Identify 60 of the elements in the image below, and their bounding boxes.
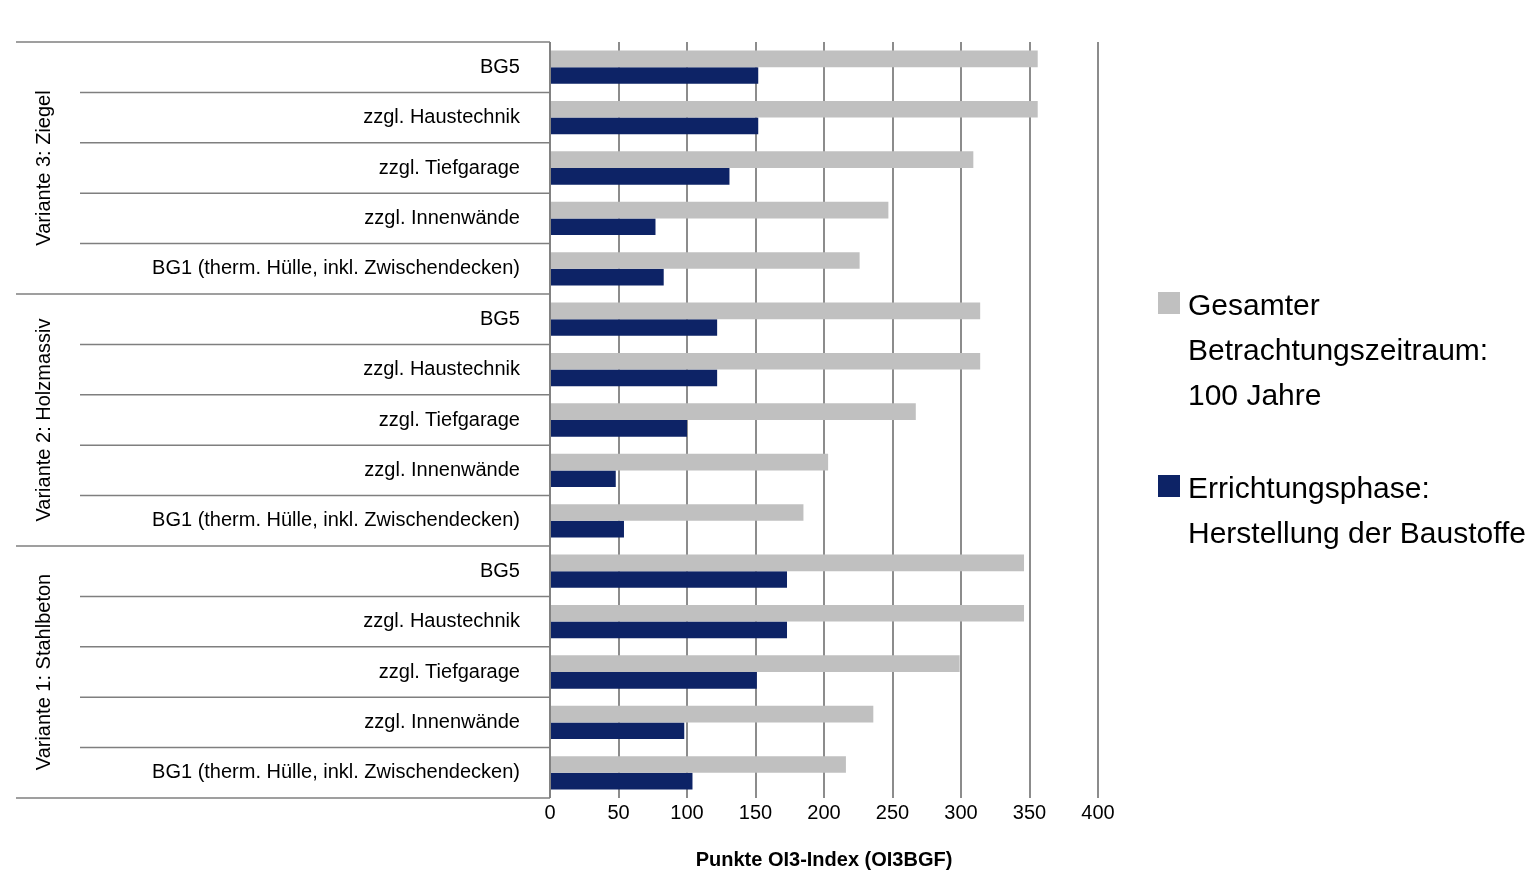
bar [551, 672, 757, 689]
y-tick-label: BG1 (therm. Hülle, inkl. Zwischendecken) [152, 760, 520, 783]
x-tick-label: 350 [1012, 800, 1047, 823]
x-tick-label: 250 [875, 800, 910, 823]
bar [551, 756, 846, 773]
y-tick-label: zzgl. Innenwände [364, 709, 520, 732]
bar [551, 554, 1025, 572]
bar [551, 403, 916, 420]
x-tick-label: 50 [607, 800, 630, 823]
bar [551, 201, 889, 219]
bar [551, 453, 829, 471]
y-tick-label: zzgl. Tiefgarage [378, 407, 520, 430]
x-tick-label: 0 [544, 800, 556, 823]
x-tick-label: 150 [738, 800, 773, 823]
bar [551, 352, 981, 370]
bar [551, 218, 656, 236]
y-tick-label: BG5 [479, 306, 520, 329]
x-tick-label: 200 [807, 800, 841, 823]
bar [551, 655, 960, 672]
y-tick-label: zzgl. Tiefgarage [378, 155, 520, 178]
legend-label: Gesamter Betrachtungszeitraum: 100 Jahre [1188, 286, 1490, 413]
bar [551, 604, 1025, 622]
text: Variante 1: Stahlbeton [31, 573, 54, 771]
y-tick-label: zzgl. Haustechnik [363, 105, 521, 128]
bar [551, 571, 788, 588]
x-axis-title: Punkte OI3-Index (OI3BGF) [695, 847, 953, 870]
bar [551, 50, 1038, 68]
bar [551, 504, 804, 521]
y-tick-label: zzgl. Innenwände [364, 205, 520, 228]
y-tick-label: BG5 [479, 558, 520, 581]
x-tick-label: 100 [670, 800, 704, 823]
bar [551, 319, 718, 336]
bar [551, 621, 788, 639]
bar [551, 520, 624, 538]
bar [551, 67, 759, 84]
bar [551, 302, 981, 320]
y-tick-label: zzgl. Haustechnik [363, 357, 521, 380]
bar [551, 268, 664, 286]
y-tick-label: zzgl. Tiefgarage [378, 659, 520, 682]
bar [551, 705, 874, 723]
bar [551, 420, 687, 437]
bar [551, 369, 718, 387]
y-tick-label: zzgl. Haustechnik [363, 609, 521, 632]
y-tick-label: BG5 [479, 54, 520, 77]
y-tick-label: BG1 (therm. Hülle, inkl. Zwischendecken) [152, 508, 520, 531]
bar [551, 168, 730, 185]
y-tick-label: zzgl. Innenwände [364, 457, 520, 480]
bar [551, 470, 616, 488]
text: Variante 3: Ziegel [31, 90, 54, 246]
x-tick-label: 400 [1081, 800, 1115, 823]
y-tick-label: BG1 (therm. Hülle, inkl. Zwischendecken) [152, 256, 520, 279]
bar [551, 100, 1038, 118]
x-tick-label: 300 [944, 800, 978, 823]
bar [551, 252, 860, 269]
bar [551, 151, 974, 168]
bar [551, 722, 685, 740]
legend-label: Errichtungsphase: Herstellung der Baustoffe [1188, 469, 1527, 551]
bar [551, 772, 693, 790]
bar [551, 117, 759, 135]
text: Variante 2: Holzmassiv [31, 318, 54, 522]
